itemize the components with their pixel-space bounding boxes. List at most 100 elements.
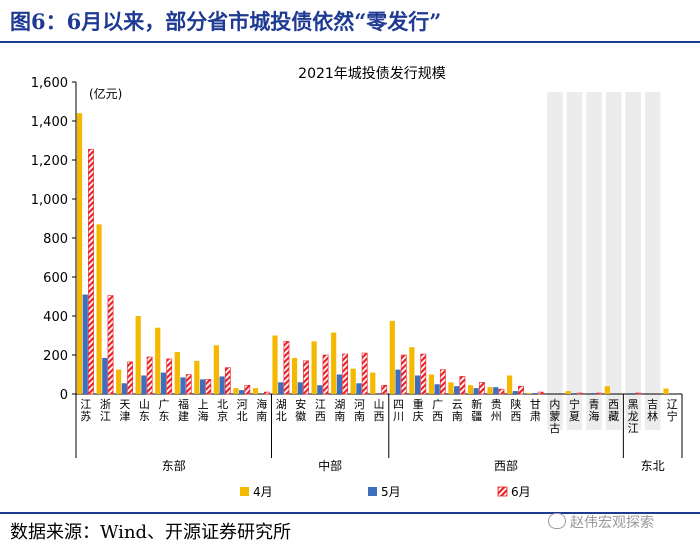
bar-4月-重庆 [409,347,415,394]
legend-label-6月: 6月 [511,485,531,499]
bar-6月-浙江 [107,295,114,395]
category-label-湖南: 湖南 [334,398,345,423]
bar-6月-四川 [400,354,407,395]
bar-6月-青海 [596,392,603,395]
bar-6月-广东 [166,358,173,395]
bar-6月-北京 [224,367,231,395]
bar-4月-安徽 [291,357,298,394]
legend-swatch-4月 [240,487,249,496]
bar-6月-山东 [146,356,153,395]
bar-5月-上海 [199,379,206,394]
title-rule [0,41,700,43]
legend-label-5月: 5月 [381,485,401,499]
y-tick-label: 1,600 [31,76,68,91]
wechat-icon [548,513,566,529]
y-tick-label: 1,000 [31,193,68,208]
legend-label-4月: 4月 [253,485,273,499]
category-label-天津: 天津 [119,398,130,423]
bar-5月-陕西 [512,391,518,394]
category-label-广西: 广西 [432,398,443,423]
category-label-河南: 河南 [354,398,365,423]
bar-6月-广西 [439,369,446,395]
bar-6月-江西 [322,354,329,395]
category-label-甘肃: 甘肃 [530,398,541,423]
unit-label: (亿元) [89,86,122,101]
bar-4月-贵州 [487,387,493,394]
category-label-贵州: 贵州 [491,398,502,423]
shade-黑龙江 [625,92,641,430]
region-label-西部: 西部 [494,458,518,473]
bar-4月-广西 [428,374,435,394]
labels: 02004006008001,0001,2001,4001,600江苏浙江天津山… [31,76,678,473]
category-label-陕西: 陕西 [510,397,521,423]
category-label-吉林: 吉林 [647,398,658,423]
bar-4月-湖北 [272,335,278,394]
bar-6月-山西 [381,384,388,395]
bar-5月-贵州 [493,387,499,394]
bar-5月-宁夏 [571,393,577,394]
bar-5月-黑龙江 [630,393,636,394]
category-label-安徽: 安徽 [295,397,306,423]
shade-青海 [586,92,602,430]
watermark: 赵伟宏观探索 [548,512,654,532]
y-tick-label: 1,200 [31,154,68,169]
bar-4月-辽宁 [663,388,669,394]
bar-4月-山东 [135,316,141,394]
bar-5月-江苏 [82,294,88,394]
bars [76,113,669,395]
category-label-山东: 山东 [139,398,150,423]
legend-swatch-5月 [368,487,377,496]
bar-5月-新疆 [473,388,479,394]
bar-6月-甘肃 [537,391,544,395]
category-label-山西: 山西 [374,398,385,423]
bar-6月-江苏 [88,148,94,395]
bar-6月-云南 [459,376,466,395]
bar-6月-湖南 [342,353,349,395]
bar-4月-甘肃 [526,393,532,394]
category-label-福建: 福建 [178,397,189,423]
bar-5月-云南 [454,386,460,394]
bar-5月-湖北 [278,382,284,394]
category-label-云南: 云南 [452,398,463,423]
bar-4月-四川 [389,320,395,394]
bar-6月-海南 [264,391,270,395]
bar-6月-天津 [127,361,133,395]
bar-4月-新疆 [467,385,474,394]
category-label-宁夏: 宁夏 [569,397,580,423]
bar-4月-云南 [448,382,454,394]
shade-宁夏 [566,92,583,430]
bar-6月-湖北 [283,341,290,395]
category-label-辽宁: 辽宁 [667,398,678,423]
bar-5月-天津 [121,383,127,394]
bar-6月-宁夏 [576,392,583,395]
category-label-内蒙古: 内蒙古 [549,397,560,435]
category-label-浙江: 浙江 [100,398,111,423]
category-label-上海: 上海 [198,398,209,423]
category-label-江西: 江西 [315,398,326,423]
bar-5月-山东 [141,375,147,394]
bar-5月-河南 [356,383,362,394]
bar-5月-重庆 [414,375,421,394]
bar-6月-上海 [205,379,212,395]
category-label-海南: 海南 [256,397,267,423]
bar-4月-江西 [311,341,317,394]
category-label-湖北: 湖北 [276,398,287,423]
category-label-青海: 青海 [589,398,600,423]
chart-title: 2021年城投债发行规模 [298,66,446,82]
bar-6月-黑龙江 [635,392,642,395]
bar-5月-安徽 [297,382,303,394]
bar-5月-江西 [317,385,323,394]
bar-4月-山西 [370,372,376,394]
bar-4月-海南 [252,388,259,394]
bar-5月-四川 [395,369,401,394]
bar-4月-江苏 [76,113,83,394]
bar-5月-北京 [219,376,225,394]
bar-4月-宁夏 [565,391,571,394]
source-note: 数据来源：Wind、开源证券研究所 [10,522,292,543]
category-label-四川: 四川 [393,398,404,423]
bar-5月-广西 [434,384,440,394]
bar-4月-陕西 [506,375,513,394]
bar-6月-河南 [361,352,368,395]
bar-6月-安徽 [303,360,309,395]
legend-swatch-6月 [497,486,508,497]
